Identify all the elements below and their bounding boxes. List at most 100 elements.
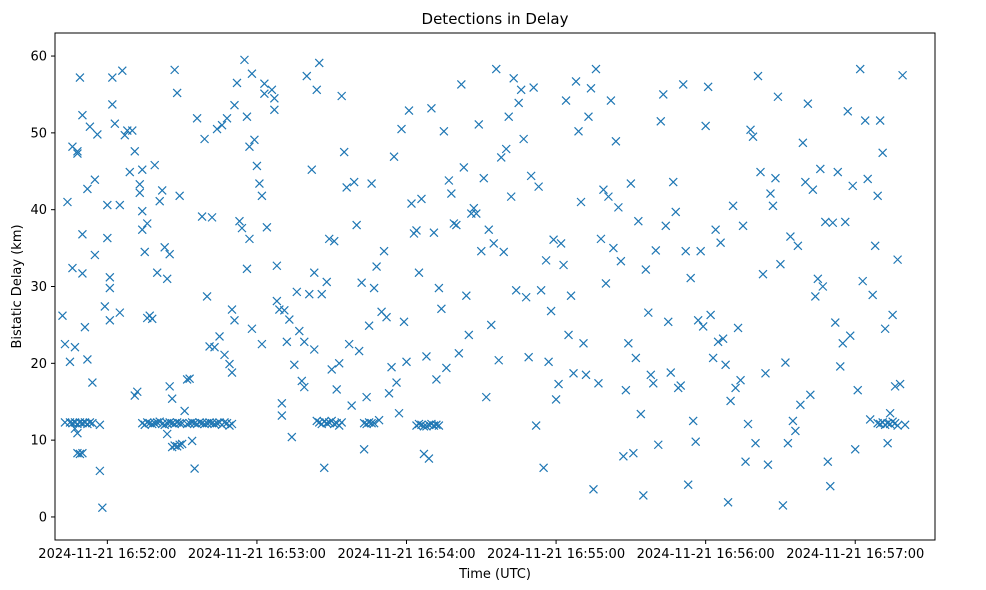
data-point-marker: [87, 378, 97, 387]
data-point-marker: [748, 132, 758, 142]
data-point-marker: [890, 381, 900, 391]
data-point-marker: [551, 394, 561, 404]
data-point-marker: [77, 229, 87, 239]
data-point-marker: [175, 440, 185, 450]
data-point-marker: [195, 418, 205, 427]
data-point-marker: [272, 296, 282, 306]
data-point-marker: [554, 379, 563, 389]
data-point-marker: [137, 206, 147, 216]
data-point-marker: [855, 64, 865, 74]
x-axis-label: Time (UTC): [458, 567, 531, 582]
data-point-marker: [875, 116, 885, 125]
y-tick-label: 10: [30, 434, 47, 449]
data-point-marker: [302, 71, 312, 81]
data-point-marker: [105, 272, 115, 282]
data-point-marker: [661, 221, 671, 231]
data-point-marker: [137, 165, 147, 175]
data-point-marker: [399, 317, 409, 327]
data-point-marker: [835, 361, 845, 371]
data-point-marker: [394, 408, 404, 418]
data-point-marker: [766, 189, 775, 198]
data-point-marker: [217, 120, 227, 130]
data-point-marker: [608, 243, 618, 253]
data-point-marker: [212, 124, 222, 134]
data-point-marker: [299, 337, 309, 347]
data-point-marker: [494, 355, 504, 365]
data-point-marker: [412, 225, 421, 235]
data-point-marker: [257, 191, 267, 201]
data-point-marker: [170, 65, 180, 75]
data-point-marker: [479, 173, 489, 183]
data-point-marker: [237, 223, 247, 233]
data-point-marker: [367, 418, 377, 428]
data-point-marker: [245, 142, 254, 152]
data-point-marker: [638, 491, 648, 500]
data-point-marker: [227, 368, 237, 377]
x-axis: 2024-11-21 16:52:00 2024-11-21 16:53:00 20…: [38, 540, 924, 562]
data-point-marker: [431, 375, 441, 384]
data-point-marker: [242, 264, 252, 274]
data-point-marker: [586, 83, 596, 93]
data-point-marker: [87, 418, 97, 428]
data-point-marker: [230, 315, 239, 325]
data-point-marker: [736, 375, 745, 385]
data-point-marker: [651, 245, 661, 255]
data-point-marker: [431, 420, 441, 430]
data-point-marker: [471, 209, 481, 218]
data-point-marker: [491, 64, 501, 74]
data-point-marker: [808, 185, 818, 195]
data-point-marker: [282, 337, 292, 347]
data-point-marker: [379, 246, 389, 256]
data-point-marker: [175, 418, 185, 428]
y-tick-label: 0: [39, 510, 47, 525]
data-point-marker: [451, 220, 461, 230]
data-point-marker: [117, 66, 127, 76]
data-point-marker: [810, 292, 820, 301]
data-point-marker: [589, 484, 598, 494]
data-point-marker: [504, 112, 514, 122]
data-point-marker: [820, 217, 830, 227]
data-point-marker: [342, 182, 352, 192]
data-point-marker: [751, 438, 760, 448]
data-point-marker: [160, 242, 170, 252]
data-point-marker: [65, 357, 75, 367]
data-point-marker: [324, 234, 334, 244]
data-point-marker: [795, 400, 805, 410]
data-point-marker: [885, 408, 895, 418]
data-point-marker: [177, 439, 187, 449]
data-point-marker: [591, 64, 601, 74]
data-point-marker: [756, 167, 765, 177]
data-point-marker: [137, 225, 147, 235]
data-point-marker: [182, 375, 192, 384]
data-point-marker: [464, 330, 474, 340]
data-point-marker: [247, 69, 257, 79]
data-point-marker: [182, 419, 192, 429]
data-point-marker: [698, 322, 708, 331]
data-point-marker: [544, 357, 554, 367]
data-point-marker: [105, 315, 115, 325]
data-point-marker: [232, 78, 242, 88]
data-point-marker: [880, 324, 890, 334]
data-point-marker: [469, 203, 479, 213]
data-point-marker: [584, 112, 593, 122]
data-point-marker: [631, 353, 641, 363]
data-point-marker: [870, 241, 880, 251]
data-point-marker: [142, 418, 152, 427]
data-point-marker: [73, 428, 82, 438]
data-point-marker: [566, 291, 576, 301]
data-point-marker: [187, 436, 197, 446]
data-point-marker: [686, 273, 696, 283]
data-point-marker: [526, 171, 536, 181]
data-point-marker: [75, 449, 85, 459]
data-point-marker: [397, 124, 406, 134]
data-point-marker: [225, 359, 234, 369]
data-point-marker: [185, 374, 195, 384]
data-point-marker: [878, 148, 888, 158]
data-point-marker: [519, 134, 529, 144]
data-point-marker: [873, 191, 883, 201]
data-point-marker: [843, 106, 853, 116]
data-point-marker: [259, 79, 269, 89]
data-point-marker: [781, 358, 790, 367]
data-point-marker: [225, 421, 234, 430]
data-point-marker: [703, 82, 713, 92]
